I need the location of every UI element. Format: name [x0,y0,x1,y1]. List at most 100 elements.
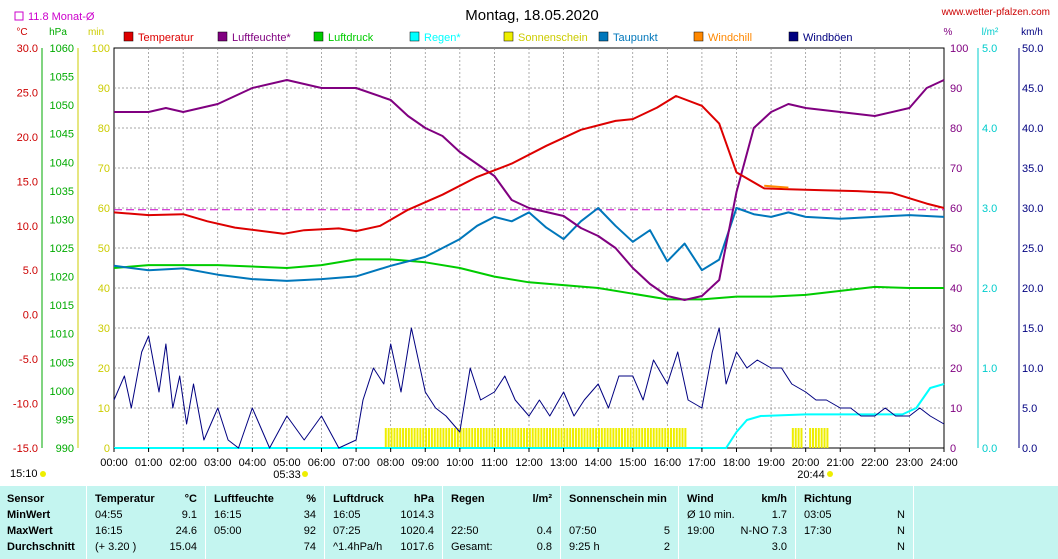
site-link[interactable]: www.wetter-pfalzen.com [941,7,1050,18]
sunshine-bar [626,428,629,448]
sunshine-bar [517,428,520,448]
cell-value: N [897,541,905,553]
y-tick-temp: -10.0 [13,399,38,411]
y-tick-wind: 30.0 [1022,203,1043,215]
y-tick-temp: 25.0 [17,87,38,99]
cell-value: 92 [303,525,316,537]
legend-label: Windchill [708,32,752,44]
sunshine-bar [632,428,635,448]
legend-label: Sonnenschein [518,32,588,44]
y-tick-pressure: 1060 [50,43,74,55]
sunshine-bar [597,428,600,448]
y-tick-wind: 25.0 [1022,243,1043,255]
sunshine-bar [439,428,442,448]
sunshine-bar [560,428,563,448]
y-tick-temp: 10.0 [17,221,38,233]
legend-label: Taupunkt [613,32,658,44]
legend-label: Luftdruck [328,32,374,44]
x-tick-label: 18:00 [723,457,751,469]
cell-time: 07:25 [333,525,361,537]
cell-value: N-NO 7.3 [740,525,787,537]
series-line-regen [114,383,945,449]
sunshine-bar [546,428,549,448]
series-line-windchill [764,184,789,189]
y-tick-pressure: 1025 [50,243,74,255]
legend-swatch [503,31,514,42]
sunshine-bar [649,428,652,448]
x-tick-label: 11:00 [481,457,508,469]
x-tick-label: 15:00 [619,457,647,469]
sunshine-bar [595,428,598,448]
sunshine-bar [491,428,494,448]
y-tick-humidity: 90 [950,83,962,95]
pressure-unit-label: hPa [49,27,67,38]
cell-time: 16:05 [333,509,361,521]
sun-icon [40,471,46,477]
y-tick-temp: 20.0 [17,132,38,144]
chart-title: Montag, 18.05.2020 [465,7,598,24]
sunshine-bar [390,428,393,448]
legend-label: Temperatur [138,32,194,44]
sunshine-bar [681,428,684,448]
sunshine-bar [554,428,557,448]
sunshine-bar [505,428,508,448]
sunshine-bar [678,428,681,448]
y-tick-wind: 15.0 [1022,323,1043,335]
x-tick-label: 23:00 [896,457,924,469]
y-tick-pressure: 995 [56,414,74,426]
sunshine-bar [641,428,644,448]
sunshine-bar [572,428,575,448]
grid [114,48,944,448]
legend-label: Regen* [424,32,461,44]
y-tick-pressure: 1015 [50,300,74,312]
sunshine-bar [511,428,514,448]
row-label: MaxWert [7,525,53,537]
sunshine-bar [523,428,526,448]
update-time: 15:10 [10,468,38,480]
sunshine-bar [600,428,603,448]
y-tick-pressure: 1055 [50,72,74,84]
sunshine-bar [638,428,641,448]
x-tick-label: 09:00 [411,457,439,469]
x-tick-label: 04:00 [239,457,267,469]
monthly-average-marker-icon [14,11,24,21]
sunshine-bar [525,428,528,448]
sunshine-bar [684,428,687,448]
legend-label: Luftfeuchte* [232,32,291,44]
sunshine-bar [548,428,551,448]
rain-unit-label: l/m² [982,27,999,38]
weather-chart: -15.0 -10.0 -5.0 0.0 5.0 10.0 15.0 20.0 25.0 30.0… [10,7,1050,481]
sunshine-bar [652,428,655,448]
sunshine-bar [569,428,572,448]
legend-swatch [217,31,228,42]
sunshine-bar [675,428,678,448]
cell-value: 2 [663,541,670,553]
cell-time: Ø 10 min. [687,509,735,521]
sunshine-bar [615,428,618,448]
sunshine-bar [574,428,577,448]
cell-value: 15.04 [169,541,197,553]
cell-value: 1014.3 [400,509,434,521]
x-tick-label: 24:00 [930,457,958,469]
cell-value: 24.6 [175,525,197,537]
sunshine-bar [809,428,812,448]
cell-value: 5 [663,525,670,537]
y-tick-wind: 5.0 [1022,403,1037,415]
cell-time: ^1.4hPa/h [333,541,383,553]
y-tick-pressure: 1005 [50,357,74,369]
sunshine-bar [812,428,815,448]
cell-value: 3.0 [771,541,787,553]
column-separator [205,486,206,559]
sunshine-bar [531,428,534,448]
sunshine-bar [471,428,474,448]
sunshine-bar [508,428,511,448]
sunshine-bar [669,428,672,448]
sunshine-bar [514,428,517,448]
y-axes: -15.0 -10.0 -5.0 0.0 5.0 10.0 15.0 20.0 25.0 30.0… [13,43,1044,455]
sunshine-bar [623,428,626,448]
x-tick-label: 02:00 [169,457,197,469]
sunshine-bar [494,428,497,448]
legend-swatch [693,31,704,42]
y-tick-temp: 30.0 [17,43,38,55]
x-tick-label: 05:00 [273,457,301,469]
